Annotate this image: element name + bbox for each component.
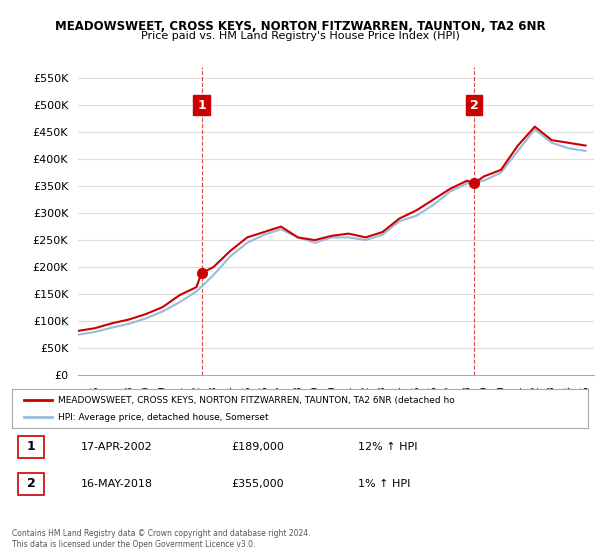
Text: 1% ↑ HPI: 1% ↑ HPI: [358, 479, 410, 489]
Text: Contains HM Land Registry data © Crown copyright and database right 2024.
This d: Contains HM Land Registry data © Crown c…: [12, 529, 311, 549]
FancyBboxPatch shape: [18, 473, 44, 494]
Text: 1: 1: [197, 99, 206, 111]
FancyBboxPatch shape: [18, 436, 44, 458]
Text: 1: 1: [26, 440, 35, 454]
Text: 2: 2: [26, 477, 35, 490]
Text: 12% ↑ HPI: 12% ↑ HPI: [358, 442, 417, 452]
Text: MEADOWSWEET, CROSS KEYS, NORTON FITZWARREN, TAUNTON, TA2 6NR (detached ho: MEADOWSWEET, CROSS KEYS, NORTON FITZWARR…: [58, 396, 455, 405]
Text: MEADOWSWEET, CROSS KEYS, NORTON FITZWARREN, TAUNTON, TA2 6NR: MEADOWSWEET, CROSS KEYS, NORTON FITZWARR…: [55, 20, 545, 32]
Text: HPI: Average price, detached house, Somerset: HPI: Average price, detached house, Some…: [58, 413, 269, 422]
Text: Price paid vs. HM Land Registry's House Price Index (HPI): Price paid vs. HM Land Registry's House …: [140, 31, 460, 41]
Text: 2: 2: [470, 99, 478, 111]
Text: 16-MAY-2018: 16-MAY-2018: [81, 479, 153, 489]
Text: £189,000: £189,000: [231, 442, 284, 452]
Text: £355,000: £355,000: [231, 479, 284, 489]
Text: 17-APR-2002: 17-APR-2002: [81, 442, 153, 452]
